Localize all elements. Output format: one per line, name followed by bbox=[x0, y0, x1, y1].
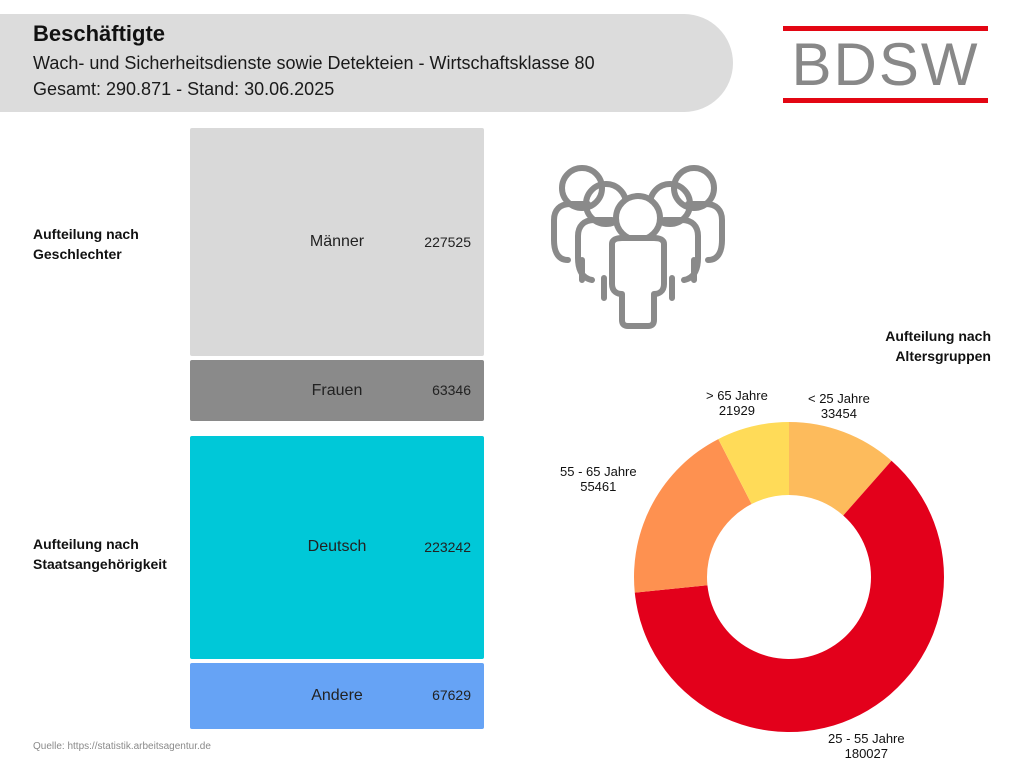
slice-label-name: 25 - 55 Jahre bbox=[828, 731, 905, 746]
slice-label-value: 180027 bbox=[844, 746, 888, 761]
block-value: 223242 bbox=[424, 539, 471, 555]
gender-block-frauen: Frauen 63346 bbox=[190, 360, 484, 421]
nationality-block-deutsch: Deutsch 223242 bbox=[190, 436, 484, 659]
nationality-block-andere: Andere 67629 bbox=[190, 663, 484, 729]
block-value: 67629 bbox=[432, 687, 471, 703]
block-name: Andere bbox=[190, 687, 484, 705]
source-note: Quelle: https://statistik.arbeitsagentur… bbox=[33, 741, 211, 752]
header-banner bbox=[0, 14, 733, 112]
gender-label-line1: Aufteilung nach bbox=[33, 226, 139, 242]
block-name-text: Frauen bbox=[311, 382, 363, 399]
page-title: Beschäftigte bbox=[33, 21, 166, 46]
block-name: Deutsch bbox=[190, 538, 484, 556]
slice-label-25-55: 25 - 55 Jahre 180027 bbox=[828, 731, 905, 761]
logo-bar-top bbox=[783, 26, 988, 31]
block-name-text: Männer bbox=[309, 233, 365, 250]
slice-label-name: > 65 Jahre bbox=[706, 388, 768, 403]
block-name: Männer bbox=[190, 233, 484, 251]
page-subtitle: Wach- und Sicherheitsdienste sowie Detek… bbox=[33, 53, 595, 73]
nationality-label-line1: Aufteilung nach bbox=[33, 536, 139, 552]
bdsw-logo: BDSW bbox=[783, 26, 988, 106]
donut-slice-0 bbox=[789, 422, 892, 516]
nationality-label-line2: Staatsangehörigkeit bbox=[33, 556, 167, 572]
slice-label-name: 55 - 65 Jahre bbox=[560, 464, 637, 479]
block-name: Frauen bbox=[190, 382, 484, 400]
slice-label-55-65: 55 - 65 Jahre 55461 bbox=[560, 464, 637, 494]
donut-title-line1: Aufteilung nach bbox=[885, 328, 991, 344]
slice-label-value: 55461 bbox=[580, 479, 617, 494]
age-donut-chart bbox=[634, 422, 944, 732]
slice-label-value: 33454 bbox=[820, 406, 857, 421]
donut-slice-3 bbox=[718, 422, 789, 505]
block-value: 227525 bbox=[424, 234, 471, 250]
donut-slice-1 bbox=[634, 460, 944, 732]
donut-title: Aufteilung nach Altersgruppen bbox=[885, 326, 991, 366]
logo-text: BDSW bbox=[791, 31, 980, 98]
slice-label-gt65: > 65 Jahre 21929 bbox=[706, 388, 768, 418]
donut-title-line2: Altersgruppen bbox=[895, 348, 991, 364]
gender-block-maenner: Männer 227525 bbox=[190, 128, 484, 356]
slice-label-value: 21929 bbox=[718, 403, 755, 418]
total-line: Gesamt: 290.871 - Stand: 30.06.2025 bbox=[33, 79, 335, 99]
logo-bar-bottom bbox=[783, 98, 988, 103]
donut-slice-2 bbox=[634, 439, 752, 593]
slice-label-name: < 25 Jahre bbox=[808, 391, 870, 406]
slice-label-lt25: < 25 Jahre 33454 bbox=[808, 391, 870, 421]
block-value: 63346 bbox=[432, 382, 471, 398]
gender-label-line2: Geschlechter bbox=[33, 246, 122, 262]
nationality-section-label: Aufteilung nach Staatsangehörigkeit bbox=[33, 534, 167, 574]
block-name-text: Deutsch bbox=[307, 538, 367, 555]
people-group-icon bbox=[551, 165, 725, 329]
gender-section-label: Aufteilung nach Geschlechter bbox=[33, 224, 139, 264]
block-name-text: Andere bbox=[311, 687, 363, 704]
